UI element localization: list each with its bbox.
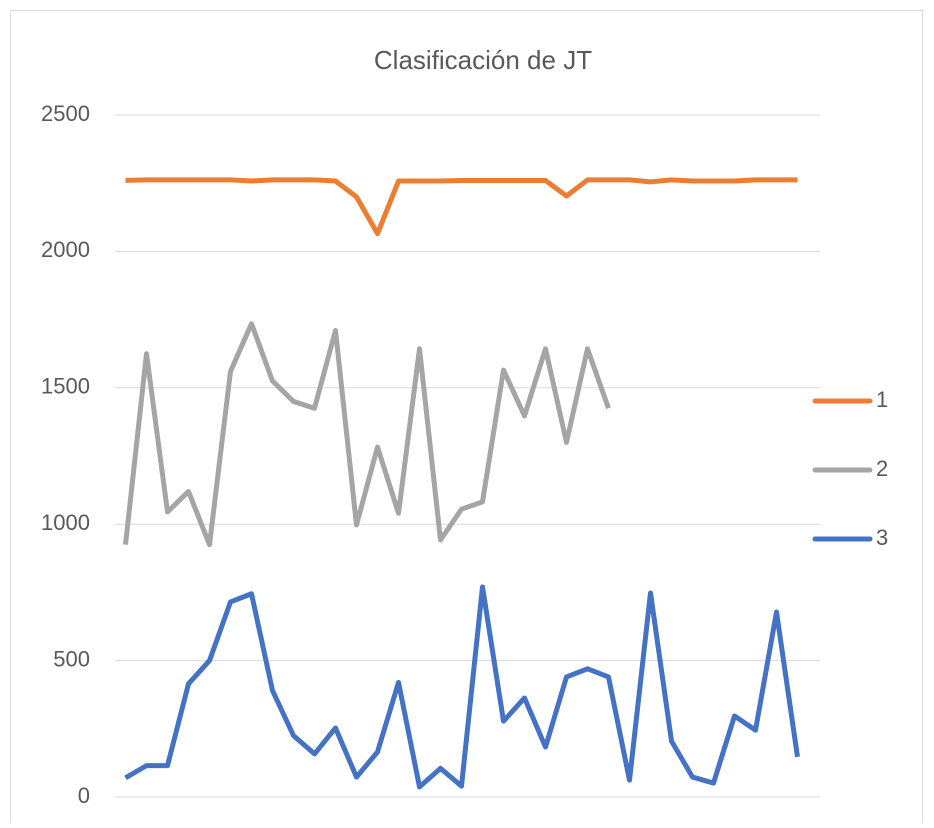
legend-label: 1: [876, 387, 888, 412]
y-tick-label: 1500: [41, 374, 90, 399]
y-tick-label: 500: [53, 646, 90, 671]
legend-label: 2: [876, 456, 888, 481]
y-tick-label: 2500: [41, 101, 90, 126]
series-line: [125, 177, 798, 237]
y-tick-label: 0: [78, 783, 90, 808]
y-tick-label: 2000: [41, 237, 90, 262]
chart-frame: [10, 10, 923, 828]
y-tick-label: 1000: [41, 510, 90, 535]
legend-label: 3: [876, 525, 888, 550]
chart-title: Clasificación de JT: [374, 45, 592, 75]
series-line: [123, 321, 611, 548]
series-line: [124, 584, 800, 790]
